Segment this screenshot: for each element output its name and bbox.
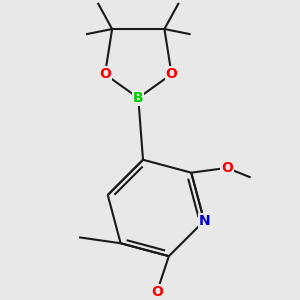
Text: B: B — [133, 91, 144, 105]
Text: N: N — [198, 214, 210, 228]
Text: O: O — [151, 285, 163, 299]
Text: O: O — [221, 161, 233, 175]
Text: O: O — [99, 67, 111, 81]
Text: O: O — [166, 67, 178, 81]
